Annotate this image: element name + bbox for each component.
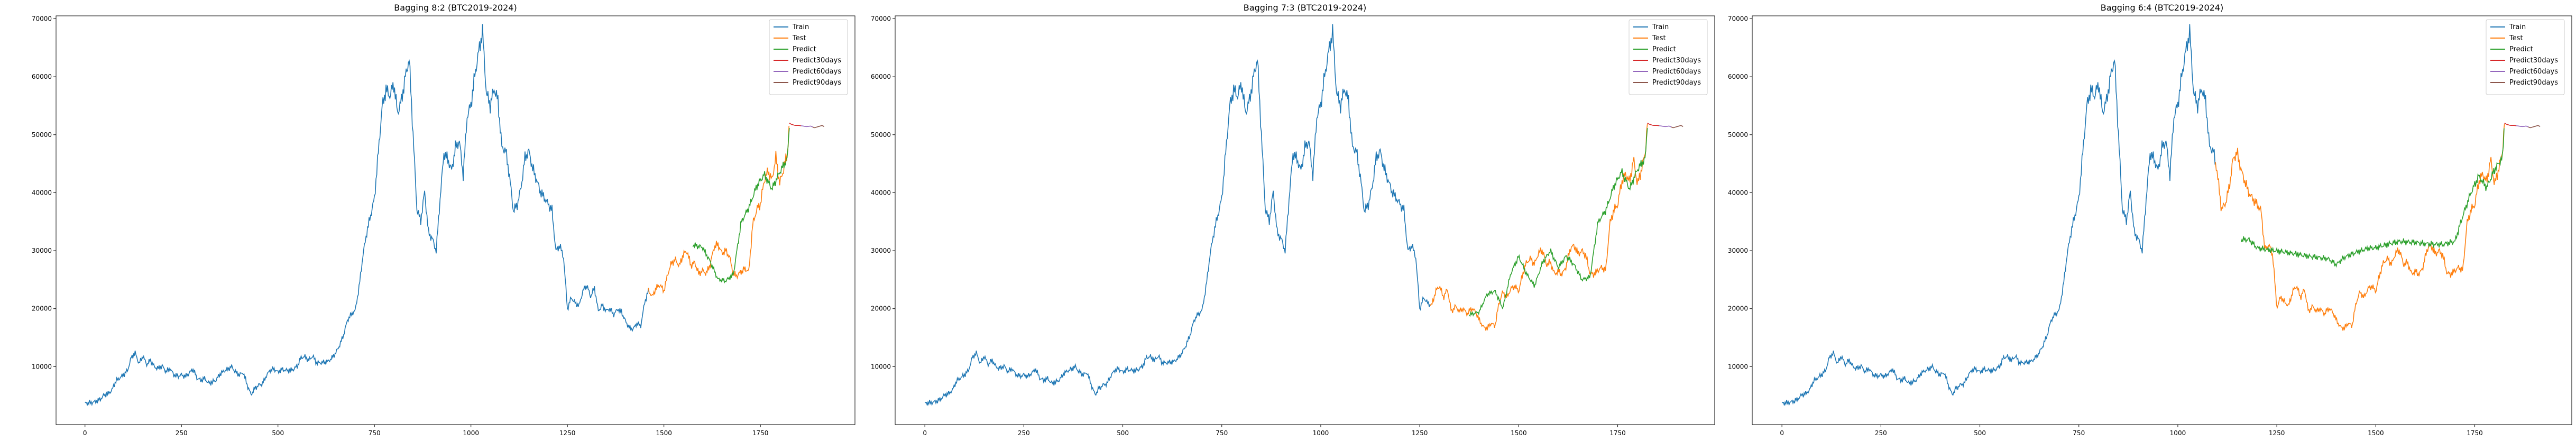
y-tick-label: 30000	[871, 247, 891, 254]
y-tick-label: 20000	[871, 305, 891, 313]
subplot-bagging-6-4: Bagging 6:4 (BTC2019-2024) 0 250 500 750 100…	[1728, 3, 2572, 437]
series-predict90days	[1671, 125, 1683, 128]
series-predict60days	[1659, 125, 1671, 127]
x-tick-label: 1250	[1412, 429, 1428, 437]
x-tick-label: 1250	[2269, 429, 2285, 437]
x-tick-label: 1750	[752, 429, 769, 437]
x-tick-label: 1750	[1609, 429, 1626, 437]
legend-label: Predict30days	[1652, 57, 1701, 65]
plot-area	[1752, 15, 2572, 425]
series-test	[1430, 124, 1648, 331]
plot-area	[56, 15, 855, 425]
series-predict	[692, 128, 790, 284]
legend-label: Test	[2509, 34, 2523, 42]
y-tick-label: 20000	[1728, 305, 1748, 313]
x-tick-label: 500	[1974, 429, 1986, 437]
legend-label: Predict90days	[2509, 79, 2558, 87]
legend-label: Test	[792, 34, 806, 42]
legend-label: Predict60days	[2509, 68, 2558, 76]
legend-box	[1629, 19, 1708, 95]
x-tick-label: 1750	[2467, 429, 2483, 437]
x-tick-label: 1500	[1511, 429, 1527, 437]
x-tick-label: 750	[369, 429, 381, 437]
x-tick-label: 0	[83, 429, 87, 437]
subplot-bagging-7-3: Bagging 7:3 (BTC2019-2024) 0 250 500 750 100…	[871, 3, 1715, 437]
y-tick-label: 40000	[871, 189, 891, 196]
y-tick-label: 40000	[32, 189, 52, 196]
x-tick-label: 1000	[2170, 429, 2186, 437]
x-tick-label: 1250	[559, 429, 576, 437]
legend-box	[769, 19, 848, 95]
y-tick-label: 60000	[32, 73, 52, 80]
y-tick-label: 20000	[32, 305, 52, 313]
y-tick-label: 70000	[1728, 15, 1748, 22]
legend-label: Predict	[2509, 45, 2533, 53]
x-tick-label: 1500	[656, 429, 672, 437]
x-tick-label: 1000	[1313, 429, 1329, 437]
x-tick-label: 500	[1117, 429, 1129, 437]
y-tick-label: 30000	[1728, 247, 1748, 254]
x-tick-label: 500	[272, 429, 284, 437]
y-tick-label: 50000	[32, 131, 52, 139]
subplot-bagging-8-2: Bagging 8:2 (BTC2019-2024) 0 250 500 750 100…	[32, 3, 855, 437]
legend-label: Train	[1652, 23, 1669, 31]
legend: Train Test Predict Predict30days Predict60da…	[769, 19, 848, 95]
legend-label: Predict	[793, 45, 816, 53]
chart-title: Bagging 8:2 (BTC2019-2024)	[394, 3, 517, 13]
series-predict90days	[812, 125, 825, 128]
x-tick-label: 750	[2073, 429, 2085, 437]
y-tick-label: 10000	[871, 363, 891, 370]
y-tick-label: 40000	[1728, 189, 1748, 196]
series-predict60days	[801, 125, 813, 127]
legend: Train Test Predict Predict30days Predict60da…	[1629, 19, 1708, 95]
series-predict90days	[2528, 125, 2541, 128]
y-tick-label: 10000	[1728, 363, 1748, 370]
series-train	[1781, 24, 2216, 407]
series-predict30days	[789, 123, 801, 126]
plot-area	[895, 15, 1715, 425]
y-tick-label: 30000	[32, 247, 52, 254]
x-tick-label: 0	[1780, 429, 1784, 437]
legend-label: Predict	[1652, 45, 1676, 53]
legend: Train Test Predict Predict30days Predict60da…	[2486, 19, 2565, 95]
series-predict30days	[2504, 123, 2517, 126]
x-tick-label: 250	[176, 429, 188, 437]
legend-label: Train	[2509, 23, 2526, 31]
y-tick-label: 50000	[871, 131, 891, 139]
series-train	[924, 24, 1431, 407]
legend-label: Predict60days	[1652, 68, 1701, 76]
legend-label: Train	[792, 23, 809, 31]
chart-title: Bagging 7:3 (BTC2019-2024)	[1244, 3, 1366, 13]
legend-label: Predict90days	[793, 79, 841, 87]
x-tick-label: 1000	[463, 429, 479, 437]
legend-label: Test	[1652, 34, 1666, 42]
series-predict	[1469, 128, 1648, 317]
chart-title: Bagging 6:4 (BTC2019-2024)	[2101, 3, 2223, 13]
series-predict	[2241, 128, 2505, 268]
y-tick-label: 10000	[32, 363, 52, 370]
x-tick-label: 250	[1018, 429, 1030, 437]
y-tick-label: 60000	[1728, 73, 1748, 80]
series-test	[2215, 124, 2505, 331]
series-train	[85, 24, 649, 407]
legend-label: Predict90days	[1652, 79, 1701, 87]
legend-label: Predict30days	[2509, 57, 2558, 65]
x-tick-label: 250	[1875, 429, 1887, 437]
x-tick-label: 0	[923, 429, 927, 437]
y-tick-label: 70000	[871, 15, 891, 22]
legend-label: Predict30days	[793, 57, 841, 65]
legend-label: Predict60days	[793, 68, 841, 76]
y-tick-label: 50000	[1728, 131, 1748, 139]
legend-box	[2486, 19, 2565, 95]
y-tick-label: 60000	[871, 73, 891, 80]
x-tick-label: 1500	[2368, 429, 2384, 437]
series-predict60days	[2516, 125, 2528, 127]
x-tick-label: 750	[1216, 429, 1228, 437]
series-predict30days	[1647, 123, 1660, 126]
y-tick-label: 70000	[32, 15, 52, 22]
